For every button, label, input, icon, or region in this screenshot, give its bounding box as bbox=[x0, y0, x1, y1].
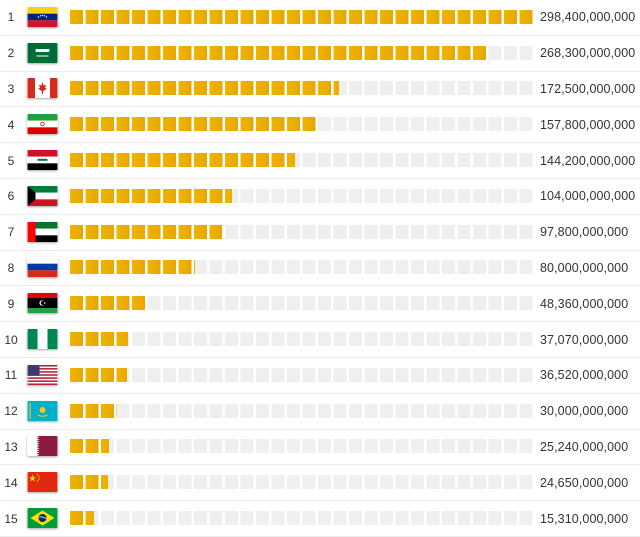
saudi-arabia-flag-icon bbox=[27, 42, 58, 63]
chart-row: 11 36,520,000,000 bbox=[0, 358, 640, 394]
kuwait-flag-icon bbox=[27, 185, 58, 206]
value-label: 298,400,000,000 bbox=[540, 10, 636, 25]
chart-row: 5 144,200,000,000 bbox=[0, 143, 640, 179]
bar-track bbox=[70, 153, 535, 168]
chart-row: 10 37,070,000,000 bbox=[0, 322, 640, 358]
rank-label: 14 bbox=[4, 475, 18, 490]
chart-row: 2 268,300,000,000 bbox=[0, 36, 640, 72]
chart-row: 12 30,000,000,000 bbox=[0, 394, 640, 430]
bar-track bbox=[70, 332, 535, 347]
bar bbox=[70, 188, 233, 203]
bar-track bbox=[70, 367, 535, 382]
bar bbox=[70, 439, 110, 454]
chart-row: 6 104,000,000,000 bbox=[0, 179, 640, 215]
bar bbox=[70, 511, 94, 526]
usa-flag-icon bbox=[27, 364, 58, 385]
bar bbox=[70, 45, 489, 60]
bar bbox=[70, 153, 295, 168]
rank-label: 2 bbox=[7, 46, 15, 61]
bar-track bbox=[70, 9, 535, 24]
value-label: 144,200,000,000 bbox=[540, 153, 636, 168]
value-label: 172,500,000,000 bbox=[540, 81, 636, 96]
value-label: 25,240,000,000 bbox=[540, 439, 629, 454]
chart-row: 9 48,360,000,000 bbox=[0, 286, 640, 323]
chart-row: 7 97,800,000,000 bbox=[0, 215, 640, 251]
bar-track bbox=[70, 45, 535, 60]
chart-row: 3 172,500,000,000 bbox=[0, 72, 640, 108]
kazakhstan-flag-icon bbox=[27, 400, 58, 421]
china-flag-icon bbox=[27, 472, 58, 493]
bar-track bbox=[70, 224, 535, 239]
brazil-flag-icon bbox=[27, 508, 58, 529]
rank-label: 13 bbox=[4, 439, 18, 454]
value-label: 37,070,000,000 bbox=[540, 332, 629, 347]
bar-track bbox=[70, 511, 535, 526]
nigeria-flag-icon bbox=[27, 329, 58, 350]
bar bbox=[70, 9, 535, 24]
value-label: 157,800,000,000 bbox=[540, 117, 636, 132]
chart-row: 1 298,400,000,000 bbox=[0, 0, 640, 36]
bar-track bbox=[70, 81, 535, 96]
bar bbox=[70, 296, 146, 311]
value-label: 268,300,000,000 bbox=[540, 46, 636, 61]
chart-row: 13 25,240,000,000 bbox=[0, 430, 640, 466]
chart-row: 8 80,000,000,000 bbox=[0, 251, 640, 287]
venezuela-flag-icon bbox=[27, 6, 58, 27]
rank-label: 8 bbox=[7, 260, 15, 275]
value-label: 15,310,000,000 bbox=[540, 511, 629, 526]
bar-track bbox=[70, 117, 535, 132]
rank-label: 7 bbox=[7, 225, 15, 240]
russia-flag-icon bbox=[27, 257, 58, 278]
chart-row: 15 15,310,000,000 bbox=[0, 501, 640, 537]
bar bbox=[70, 367, 127, 382]
value-label: 104,000,000,000 bbox=[540, 189, 636, 204]
bar bbox=[70, 403, 117, 418]
bar bbox=[70, 260, 195, 275]
qatar-flag-icon bbox=[27, 436, 58, 457]
rank-label: 5 bbox=[7, 153, 15, 168]
bar-track bbox=[70, 403, 535, 418]
bar-track bbox=[70, 439, 535, 454]
value-label: 97,800,000,000 bbox=[540, 225, 629, 240]
rank-label: 15 bbox=[4, 511, 18, 526]
bar bbox=[70, 332, 128, 347]
rank-label: 4 bbox=[7, 117, 15, 132]
bar-track bbox=[70, 296, 535, 311]
rank-label: 11 bbox=[4, 368, 18, 383]
bar bbox=[70, 117, 316, 132]
chart-row: 4 157,800,000,000 bbox=[0, 107, 640, 144]
bar bbox=[70, 224, 223, 239]
rank-label: 6 bbox=[7, 189, 15, 204]
bar-track bbox=[70, 260, 535, 275]
rank-label: 3 bbox=[7, 81, 15, 96]
value-label: 30,000,000,000 bbox=[540, 404, 629, 419]
rank-label: 9 bbox=[7, 296, 15, 311]
bar-track bbox=[70, 188, 535, 203]
bar-track bbox=[70, 475, 535, 490]
bar bbox=[70, 475, 109, 490]
iran-flag-icon bbox=[27, 114, 58, 135]
chart-row: 14 24,650,000,000 bbox=[0, 465, 640, 502]
value-label: 36,520,000,000 bbox=[540, 368, 629, 383]
value-label: 80,000,000,000 bbox=[540, 260, 629, 275]
rank-label: 1 bbox=[7, 10, 15, 25]
rank-label: 10 bbox=[4, 332, 18, 347]
rank-label: 12 bbox=[4, 404, 18, 419]
value-label: 48,360,000,000 bbox=[540, 296, 629, 311]
value-label: 24,650,000,000 bbox=[540, 475, 629, 490]
bar bbox=[70, 81, 339, 96]
uae-flag-icon bbox=[27, 221, 58, 242]
libya-flag-icon bbox=[27, 293, 58, 314]
canada-flag-icon bbox=[27, 78, 58, 99]
iraq-flag-icon bbox=[27, 150, 58, 171]
